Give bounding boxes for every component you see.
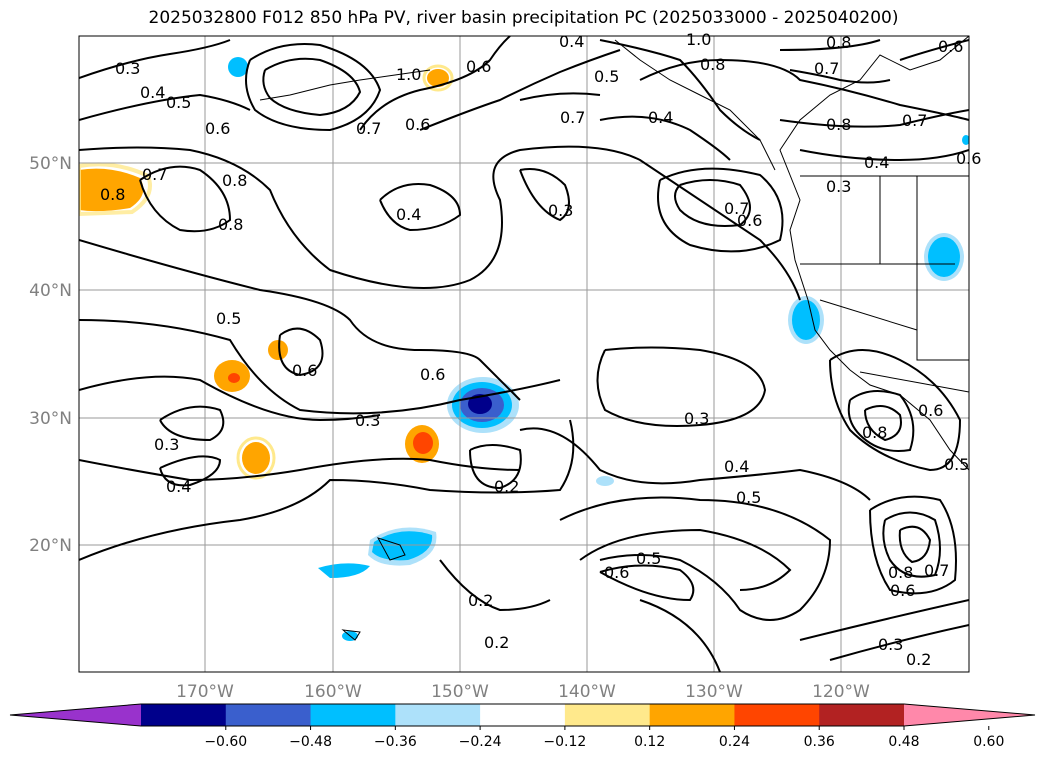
- contour-label: 0.7: [724, 199, 749, 218]
- colorbar-tick-label: 0.24: [719, 734, 750, 750]
- colorbar: −0.60 −0.48 −0.36 −0.24 −0.12 0.12 0.24 0.36 0.4…: [9, 703, 1036, 750]
- lat-label: 20°N: [29, 536, 72, 556]
- contour-label: 0.5: [736, 488, 761, 507]
- contour-label: 0.4: [864, 153, 889, 172]
- contour-label: 0.6: [292, 361, 317, 380]
- contour-label: 0.6: [420, 365, 445, 384]
- contour-labels: 0.3 0.4 0.5 0.6 0.4 1.0 0.6 0.8 0.7 0.6 …: [100, 30, 981, 669]
- colorbar-extend-high: [904, 704, 1035, 726]
- contour-label: 0.7: [356, 119, 381, 138]
- colorbar-outline: [9, 703, 1036, 727]
- colorbar-tick-label: −0.24: [459, 734, 502, 750]
- contour-label: 0.3: [548, 201, 573, 220]
- contour-label: 0.5: [594, 67, 619, 86]
- lat-label: 30°N: [29, 409, 72, 429]
- contour-label: 0.5: [166, 93, 191, 112]
- lon-label: 160°W: [304, 682, 362, 702]
- contour-label: 0.6: [405, 115, 430, 134]
- contour-label: 0.8: [100, 185, 125, 204]
- pv-contours: [79, 36, 969, 672]
- contour-label: 0.8: [700, 55, 725, 74]
- gridlines: [79, 36, 969, 672]
- contour-label: 0.8: [218, 215, 243, 234]
- contour-label: 0.4: [559, 32, 584, 51]
- contour-label: 0.7: [902, 111, 927, 130]
- colorbar-tick-label: 0.36: [804, 734, 835, 750]
- colorbar-box: [480, 704, 566, 726]
- colorbar-box: [395, 704, 481, 726]
- contour-label: 0.3: [154, 435, 179, 454]
- colorbar-box: [225, 704, 312, 726]
- contour-label: 0.6: [890, 581, 915, 600]
- colorbar-tick-label: −0.48: [289, 734, 332, 750]
- contour-label: 0.6: [938, 37, 963, 56]
- contour-label: 0.3: [826, 177, 851, 196]
- lon-labels: 170°W 160°W 150°W 140°W 130°W 120°W: [176, 682, 870, 702]
- contour-label: 0.3: [115, 59, 140, 78]
- contour-label: 0.6: [956, 149, 981, 168]
- colorbar-box: [564, 704, 651, 726]
- lon-label: 130°W: [685, 682, 743, 702]
- contour-label: 0.8: [888, 563, 913, 582]
- contour-label: 0.3: [878, 635, 903, 654]
- page-title: 2025032800 F012 850 hPa PV, river basin …: [148, 8, 899, 28]
- contour-label: 0.8: [862, 423, 887, 442]
- contour-label: 0.6: [918, 401, 943, 420]
- contour-label: 0.3: [684, 409, 709, 428]
- contour-label: 1.0: [686, 30, 711, 49]
- contour-label: 0.4: [396, 205, 421, 224]
- contour-label: 0.5: [944, 455, 969, 474]
- contour-label: 0.3: [355, 411, 380, 430]
- contour-label: 0.5: [636, 549, 661, 568]
- contour-label: 0.4: [166, 477, 191, 496]
- contour-label: 0.6: [737, 211, 762, 230]
- colorbar-box: [310, 704, 396, 726]
- lat-label: 50°N: [29, 154, 72, 174]
- contour-label: 0.7: [142, 165, 167, 184]
- contour-label: 0.4: [724, 457, 749, 476]
- colorbar-tick-label: 0.60: [973, 734, 1004, 750]
- contour-label: 0.8: [826, 33, 851, 52]
- colorbar-box: [141, 704, 227, 726]
- colorbar-box: [649, 704, 735, 726]
- contour-label: 0.4: [648, 108, 673, 127]
- colorbar-tick-label: 0.12: [634, 734, 665, 750]
- contour-label: 0.7: [924, 561, 949, 580]
- contour-label: 0.5: [216, 309, 241, 328]
- contour-label: 0.2: [906, 650, 931, 669]
- colorbar-tick-label: −0.60: [204, 734, 247, 750]
- lon-label: 120°W: [812, 682, 870, 702]
- colorbar-tick-label: 0.48: [888, 734, 919, 750]
- lon-label: 140°W: [558, 682, 616, 702]
- lat-label: 40°N: [29, 281, 72, 301]
- contour-label: 0.2: [484, 633, 509, 652]
- contour-label: 0.7: [814, 59, 839, 78]
- contour-label: 0.2: [468, 591, 493, 610]
- contour-label: 0.6: [604, 563, 629, 582]
- colorbar-tick-label: −0.12: [543, 734, 586, 750]
- colorbar-box: [734, 704, 820, 726]
- lat-labels: 50°N 40°N 30°N 20°N: [29, 154, 72, 556]
- colorbar-extend-low: [10, 704, 141, 726]
- colorbar-tick-label: −0.36: [374, 734, 417, 750]
- contour-label: 0.6: [466, 57, 491, 76]
- precip-shading: [79, 57, 969, 641]
- contour-label: 0.8: [222, 171, 247, 190]
- contour-label: 0.6: [205, 119, 230, 138]
- map-border: [78, 35, 970, 673]
- map-frame: [79, 36, 969, 672]
- contour-label: 0.7: [560, 108, 585, 127]
- lon-label: 170°W: [176, 682, 234, 702]
- contour-label: 0.8: [826, 115, 851, 134]
- contour-label: 0.2: [494, 477, 519, 496]
- colorbar-box: [819, 704, 905, 726]
- contour-label: 0.4: [140, 83, 165, 102]
- lon-label: 150°W: [431, 682, 489, 702]
- contour-label: 1.0: [396, 65, 421, 84]
